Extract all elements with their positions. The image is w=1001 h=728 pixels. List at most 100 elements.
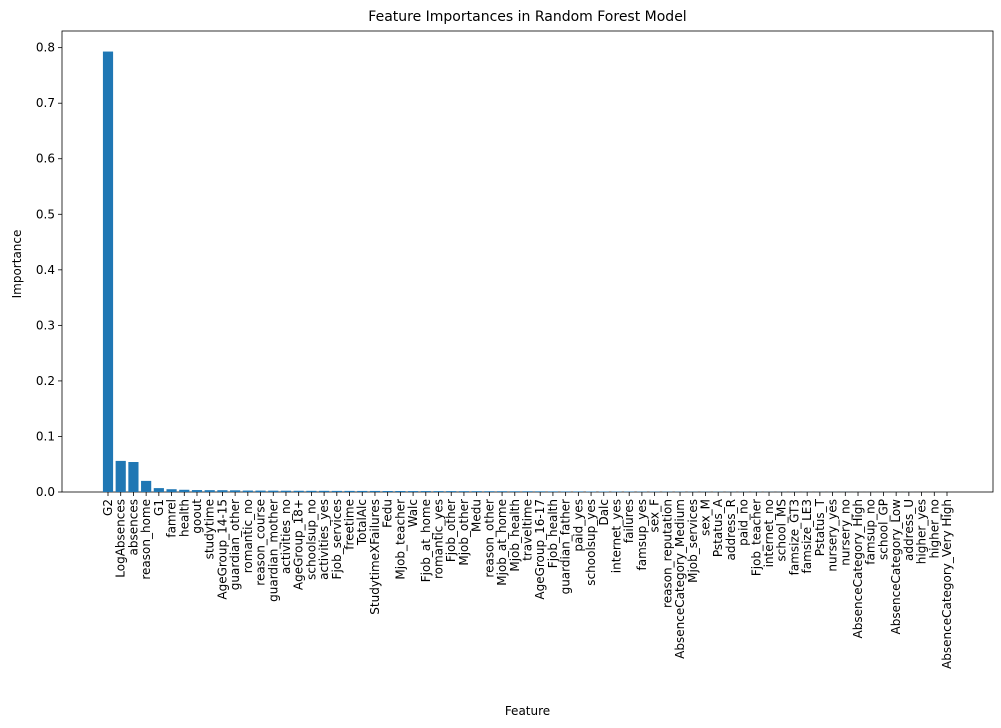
bar bbox=[408, 491, 419, 492]
x-tick-label: nursery_yes bbox=[826, 499, 840, 572]
x-tick-label: Mjob_teacher bbox=[393, 499, 407, 580]
bar bbox=[395, 491, 406, 492]
bar bbox=[496, 491, 508, 492]
bar bbox=[484, 491, 495, 492]
x-tick-label: school_GP bbox=[876, 499, 890, 560]
x-tick-label: reason_other bbox=[482, 499, 496, 578]
x-tick-label: studytime bbox=[203, 499, 217, 559]
bar bbox=[217, 490, 228, 492]
bar bbox=[153, 488, 164, 492]
x-axis: G2LogAbsencesabsencesreason_homeG1famrel… bbox=[101, 492, 954, 669]
x-tick-label: Fedu bbox=[381, 499, 395, 528]
x-tick-label: Fjob_health bbox=[546, 499, 560, 568]
x-tick-label: health bbox=[177, 499, 191, 537]
chart-title: Feature Importances in Random Forest Mod… bbox=[368, 9, 686, 25]
x-tick-label: famsize_GT3 bbox=[787, 499, 801, 575]
bar bbox=[331, 490, 342, 492]
x-tick-label: AgeGroup_14-15 bbox=[215, 499, 229, 600]
y-tick-label: 0.1 bbox=[36, 429, 55, 443]
x-tick-label: reason_home bbox=[139, 499, 153, 580]
x-tick-label: higher_yes bbox=[915, 499, 929, 564]
bar bbox=[255, 490, 266, 492]
x-tick-label: AgeGroup_18+ bbox=[292, 499, 306, 590]
x-tick-label: address_U bbox=[902, 499, 916, 561]
y-axis: 0.0 0.1 0.2 0.3 0.4 0.5 0.6 0.7 0.8 bbox=[36, 41, 62, 499]
x-tick-label: activities_no bbox=[279, 499, 293, 574]
x-tick-label: G1 bbox=[152, 499, 166, 516]
bar bbox=[433, 491, 444, 492]
bar bbox=[166, 489, 177, 492]
y-axis-label: Importance bbox=[10, 230, 24, 299]
bar bbox=[280, 490, 292, 492]
y-tick-label: 0.4 bbox=[36, 263, 55, 277]
x-tick-label: schoolsup_no bbox=[304, 499, 318, 580]
x-tick-label: AbsenceCategory_High bbox=[851, 499, 865, 638]
y-tick-label: 0.6 bbox=[36, 152, 55, 166]
x-tick-label: Medu bbox=[470, 499, 484, 532]
x-tick-label: LogAbsences bbox=[114, 499, 128, 578]
x-tick-label: internet_no bbox=[762, 499, 776, 567]
y-tick-label: 0.0 bbox=[36, 485, 55, 499]
x-tick-label: paid_no bbox=[737, 499, 751, 546]
x-tick-label: nursery_no bbox=[838, 499, 852, 566]
bar bbox=[420, 491, 431, 492]
x-tick-label: Mjob_health bbox=[508, 499, 522, 572]
y-tick-label: 0.7 bbox=[36, 96, 55, 110]
x-tick-label: Walc bbox=[406, 499, 420, 527]
y-tick-label: 0.3 bbox=[36, 318, 55, 332]
x-tick-label: school_MS bbox=[775, 499, 789, 561]
bar bbox=[585, 491, 597, 492]
x-tick-label: Fjob_other bbox=[444, 499, 458, 562]
bar bbox=[242, 490, 253, 492]
bar bbox=[509, 491, 520, 492]
x-tick-label: famsup_no bbox=[864, 499, 878, 565]
x-tick-label: guardian_father bbox=[559, 499, 573, 594]
x-tick-label: goout bbox=[190, 499, 204, 534]
x-tick-label: higher_no bbox=[927, 499, 941, 558]
bar bbox=[319, 490, 330, 492]
x-tick-label: Pstatus_T bbox=[813, 498, 827, 556]
bar bbox=[141, 480, 152, 492]
x-tick-label: Mjob_other bbox=[457, 499, 471, 566]
bar bbox=[573, 491, 584, 492]
x-tick-label: famrel bbox=[165, 499, 179, 538]
x-tick-label: failures bbox=[622, 499, 636, 543]
bar bbox=[128, 462, 139, 492]
bar bbox=[446, 491, 457, 492]
x-tick-label: Fjob_at_home bbox=[419, 499, 433, 582]
bar bbox=[560, 491, 571, 492]
bar bbox=[102, 51, 114, 493]
bar bbox=[293, 490, 304, 492]
bar bbox=[357, 490, 368, 492]
x-tick-label: AbsenceCategory_Medium bbox=[673, 499, 687, 659]
x-tick-label: Dalc bbox=[597, 499, 611, 526]
bar bbox=[458, 491, 470, 492]
x-tick-label: Mjob_at_home bbox=[495, 499, 509, 586]
x-tick-label: Fjob_teacher bbox=[749, 499, 763, 576]
x-tick-label: sex_M bbox=[698, 499, 712, 536]
x-tick-label: address_R bbox=[724, 499, 738, 560]
bar bbox=[115, 460, 126, 492]
y-tick-label: 0.8 bbox=[36, 41, 55, 55]
bar bbox=[268, 490, 279, 492]
x-tick-label: romantic_yes bbox=[432, 499, 446, 579]
bar bbox=[535, 491, 546, 492]
bar bbox=[179, 489, 190, 492]
x-tick-label: paid_yes bbox=[571, 499, 585, 552]
x-tick-label: guardian_mother bbox=[266, 499, 280, 602]
x-tick-label: reason_reputation bbox=[660, 499, 674, 608]
y-tick-label: 0.5 bbox=[36, 207, 55, 221]
bar bbox=[382, 491, 393, 492]
x-tick-label: AgeGroup_16-17 bbox=[533, 499, 547, 600]
x-tick-label: Fjob_services bbox=[330, 499, 344, 579]
x-tick-label: absences bbox=[126, 499, 140, 555]
x-tick-label: traveltime bbox=[521, 499, 535, 561]
x-tick-label: freetime bbox=[343, 499, 357, 550]
x-tick-label: famsize_LE3 bbox=[800, 499, 814, 573]
bar bbox=[522, 491, 533, 492]
bar bbox=[344, 490, 355, 492]
x-tick-label: Mjob_services bbox=[686, 499, 700, 583]
x-axis-label: Feature bbox=[505, 704, 550, 718]
y-tick-label: 0.2 bbox=[36, 374, 55, 388]
